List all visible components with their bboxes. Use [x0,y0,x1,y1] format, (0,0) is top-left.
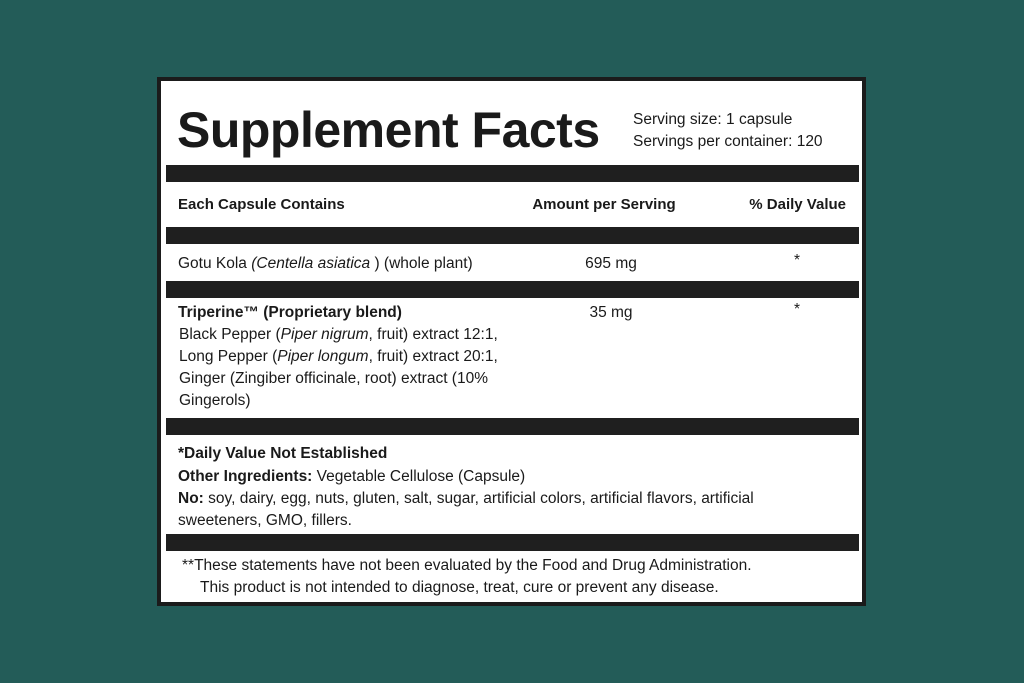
ingredient-detail: Ginger (Zingiber officinale, root) extra… [179,370,488,409]
text: , fruit) extract 20:1, [368,348,498,365]
label: No: [178,490,204,507]
ingredient-name: Gotu Kola (Centella asiatica ) (whole pl… [178,253,473,275]
text: ) (whole plant) [370,255,473,272]
disclaimer: **These statements have not been evaluat… [182,557,752,574]
column-header: % Daily Value [749,196,846,213]
ingredient-name: Triperine™ (Proprietary blend) [178,304,402,321]
text: Black Pepper ( [179,326,281,343]
divider [166,281,859,298]
daily-value: * [793,301,801,318]
title: Supplement Facts [177,102,600,158]
daily-value: * [793,252,801,269]
amount: 35 mg [589,304,633,321]
latin-name: Piper longum [277,348,369,365]
divider [166,227,859,244]
column-header: Amount per Serving [532,196,676,213]
latin-name: (Centella asiatica [251,255,371,272]
disclaimer: This product is not intended to diagnose… [200,579,719,596]
text: , fruit) extract 12:1, [368,326,498,343]
text: Long Pepper ( [179,348,278,365]
label: Other Ingredients: [178,468,313,485]
text: Gotu Kola [178,255,252,272]
amount: 695 mg [585,255,637,272]
value: Vegetable Cellulose (Capsule) [316,468,526,485]
value: soy, dairy, egg, nuts, gluten, salt, sug… [178,490,754,529]
free-of: No: soy, dairy, egg, nuts, gluten, salt,… [178,488,828,532]
divider [166,534,859,551]
servings-per-container: Servings per container: 120 [633,133,823,150]
daily-value-note: *Daily Value Not Established [178,445,388,462]
ingredient-detail: Long Pepper (Piper longum, fruit) extrac… [179,346,498,368]
divider [166,418,859,435]
serving-size: Serving size: 1 capsule [633,111,793,128]
latin-name: Piper nigrum [280,326,369,343]
other-ingredients: Other Ingredients: Vegetable Cellulose (… [178,466,525,488]
ingredient-detail: Black Pepper (Piper nigrum, fruit) extra… [179,324,498,346]
divider [166,165,859,182]
column-header: Each Capsule Contains [178,196,345,213]
